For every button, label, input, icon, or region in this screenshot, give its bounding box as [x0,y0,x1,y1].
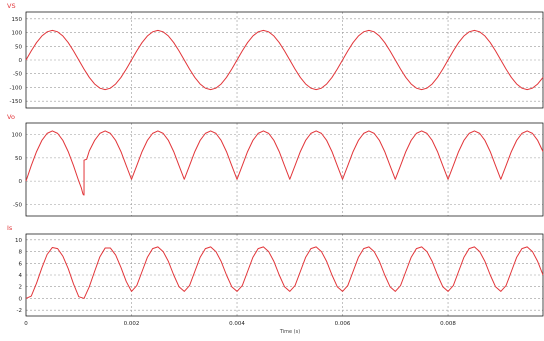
x-tick-label: 0.008 [440,321,456,327]
panel-3: Is -2 0 2 4 6 8 10 [7,224,544,317]
y-tick-label: 2 [19,285,23,291]
y-tick-label: -50 [13,72,22,78]
panel-title: Vo [7,113,15,121]
x-axis-title: Time (s) [279,329,300,335]
series-line [25,130,544,196]
y-tick-label: 0 [19,179,23,185]
x-tick-label: 0.002 [124,321,140,327]
y-tick-label: -100 [10,85,23,91]
y-tick-label: 8 [19,250,23,256]
plot-frame [25,122,544,217]
series-line [25,246,544,299]
y-tick-label: 50 [15,156,22,162]
panel-title: Is [7,224,13,232]
y-tick-label: -2 [17,308,22,314]
x-tick-label: 0.006 [335,321,351,327]
series-line [25,29,544,91]
x-tick-label: 0.004 [229,321,245,327]
y-tick-label: 0 [19,296,23,302]
y-tick-label: 100 [12,133,23,139]
y-tick-label: 100 [12,31,23,37]
panel-2: Vo -50 0 50 100 [7,113,544,217]
panel-1: VS -150 -100 -50 0 50 100 150 [7,2,544,109]
y-tick-label: 10 [15,238,22,244]
y-tick-label: 150 [12,17,23,23]
y-tick-label: 4 [19,273,23,279]
y-tick-label: -150 [10,99,23,105]
y-tick-label: -50 [13,202,22,208]
y-tick-label: 0 [19,58,23,64]
x-tick-label: 0 [24,321,28,327]
y-tick-label: 6 [19,261,23,267]
y-tick-label: 50 [15,44,22,50]
panel-title: VS [7,2,16,10]
